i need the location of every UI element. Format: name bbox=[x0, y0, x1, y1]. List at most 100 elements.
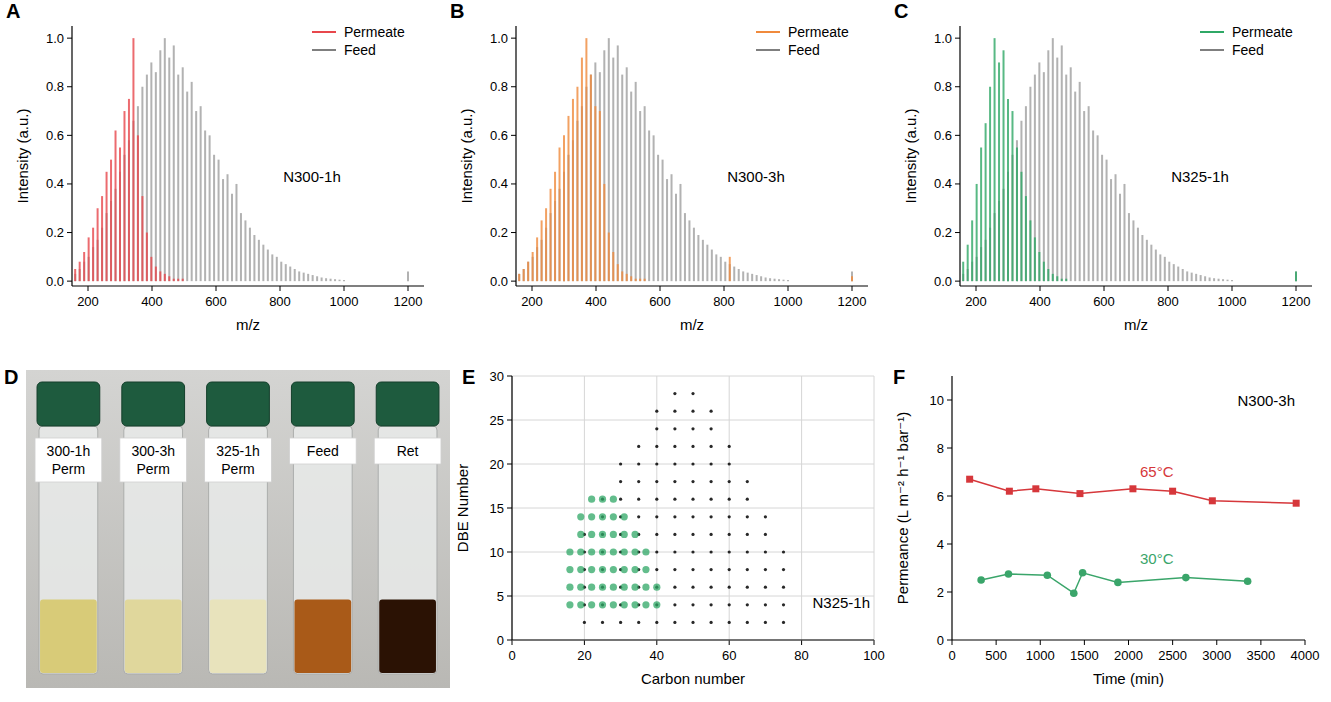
peak bbox=[321, 277, 323, 281]
peak bbox=[271, 254, 273, 281]
point bbox=[673, 621, 676, 624]
vial-label-text: 325-1h bbox=[216, 443, 260, 459]
peak bbox=[1043, 72, 1045, 281]
peak bbox=[527, 262, 529, 281]
tick-label: 1000 bbox=[774, 294, 803, 309]
peak bbox=[599, 72, 601, 281]
tick bbox=[511, 183, 516, 184]
peak bbox=[971, 220, 973, 281]
y-axis bbox=[951, 376, 952, 640]
peak bbox=[985, 123, 987, 281]
point bbox=[599, 548, 606, 555]
peak bbox=[590, 75, 592, 282]
peak bbox=[1016, 147, 1018, 281]
point bbox=[782, 603, 785, 606]
point bbox=[691, 480, 694, 483]
point bbox=[782, 586, 785, 589]
legend: PermeateFeed bbox=[312, 24, 405, 58]
legend-swatch bbox=[756, 31, 780, 33]
peak bbox=[307, 274, 309, 281]
peak bbox=[998, 62, 1000, 281]
peak bbox=[407, 271, 409, 281]
peak bbox=[1137, 228, 1139, 281]
peak bbox=[523, 269, 525, 281]
legend-swatch bbox=[756, 49, 780, 51]
axis-title: Intensity (a.u.) bbox=[902, 108, 919, 203]
point bbox=[673, 568, 676, 571]
peak bbox=[572, 99, 574, 281]
point bbox=[710, 568, 713, 571]
point bbox=[655, 445, 658, 448]
peak bbox=[195, 111, 197, 281]
point bbox=[599, 496, 606, 503]
tick bbox=[955, 135, 960, 136]
tick bbox=[507, 552, 512, 553]
peak bbox=[150, 257, 152, 281]
peak bbox=[1034, 75, 1036, 282]
marker bbox=[1182, 574, 1190, 582]
tick-label: 0.0 bbox=[934, 274, 952, 289]
peak bbox=[639, 279, 641, 281]
tick-label: 0.4 bbox=[490, 176, 508, 191]
point bbox=[710, 427, 713, 430]
marker bbox=[1006, 488, 1013, 495]
peak bbox=[567, 116, 569, 281]
peak bbox=[339, 280, 341, 281]
peak bbox=[527, 262, 529, 281]
tick bbox=[511, 232, 516, 233]
peak bbox=[550, 189, 552, 281]
peak bbox=[693, 228, 695, 281]
vial-label-text: Perm bbox=[221, 461, 254, 477]
peak bbox=[213, 155, 215, 281]
tick bbox=[512, 640, 513, 645]
peak bbox=[1088, 106, 1090, 281]
point bbox=[691, 410, 694, 413]
peak bbox=[146, 233, 148, 282]
legend-label: Permeate bbox=[788, 24, 849, 40]
point bbox=[673, 603, 676, 606]
peak bbox=[1128, 213, 1130, 281]
tick bbox=[729, 640, 730, 645]
peak bbox=[585, 38, 587, 281]
point bbox=[637, 498, 640, 501]
series bbox=[566, 496, 660, 609]
point bbox=[764, 568, 767, 571]
peak bbox=[227, 174, 229, 281]
peak bbox=[1020, 121, 1022, 281]
peak bbox=[733, 267, 735, 282]
peak bbox=[559, 147, 561, 281]
peak bbox=[1016, 140, 1018, 281]
peak bbox=[119, 147, 121, 281]
tick bbox=[507, 464, 512, 465]
peak bbox=[244, 220, 246, 281]
peak bbox=[262, 245, 264, 281]
vial-cap bbox=[37, 382, 100, 426]
tick-label: 400 bbox=[1029, 294, 1051, 309]
point bbox=[691, 550, 694, 553]
x-axis bbox=[952, 639, 1305, 640]
peak bbox=[1029, 87, 1031, 281]
peak bbox=[258, 240, 260, 281]
peak bbox=[1061, 279, 1063, 281]
tick-label: 5 bbox=[497, 589, 504, 604]
peak bbox=[1025, 106, 1027, 281]
point bbox=[764, 603, 767, 606]
point bbox=[728, 515, 731, 518]
peak bbox=[110, 160, 112, 281]
tick-label: 30 bbox=[490, 369, 504, 384]
peak bbox=[581, 58, 583, 282]
peak bbox=[1222, 279, 1224, 281]
marker bbox=[1044, 571, 1052, 579]
peak bbox=[267, 250, 269, 282]
legend-swatch bbox=[312, 49, 336, 51]
tick bbox=[1104, 286, 1105, 291]
tick bbox=[1172, 640, 1173, 645]
peak bbox=[603, 50, 605, 281]
marker bbox=[1114, 579, 1122, 587]
peak bbox=[1227, 280, 1229, 281]
peak bbox=[1123, 184, 1125, 281]
peak bbox=[706, 245, 708, 281]
point bbox=[728, 533, 731, 536]
vial-liquid bbox=[379, 600, 436, 673]
tick bbox=[507, 596, 512, 597]
